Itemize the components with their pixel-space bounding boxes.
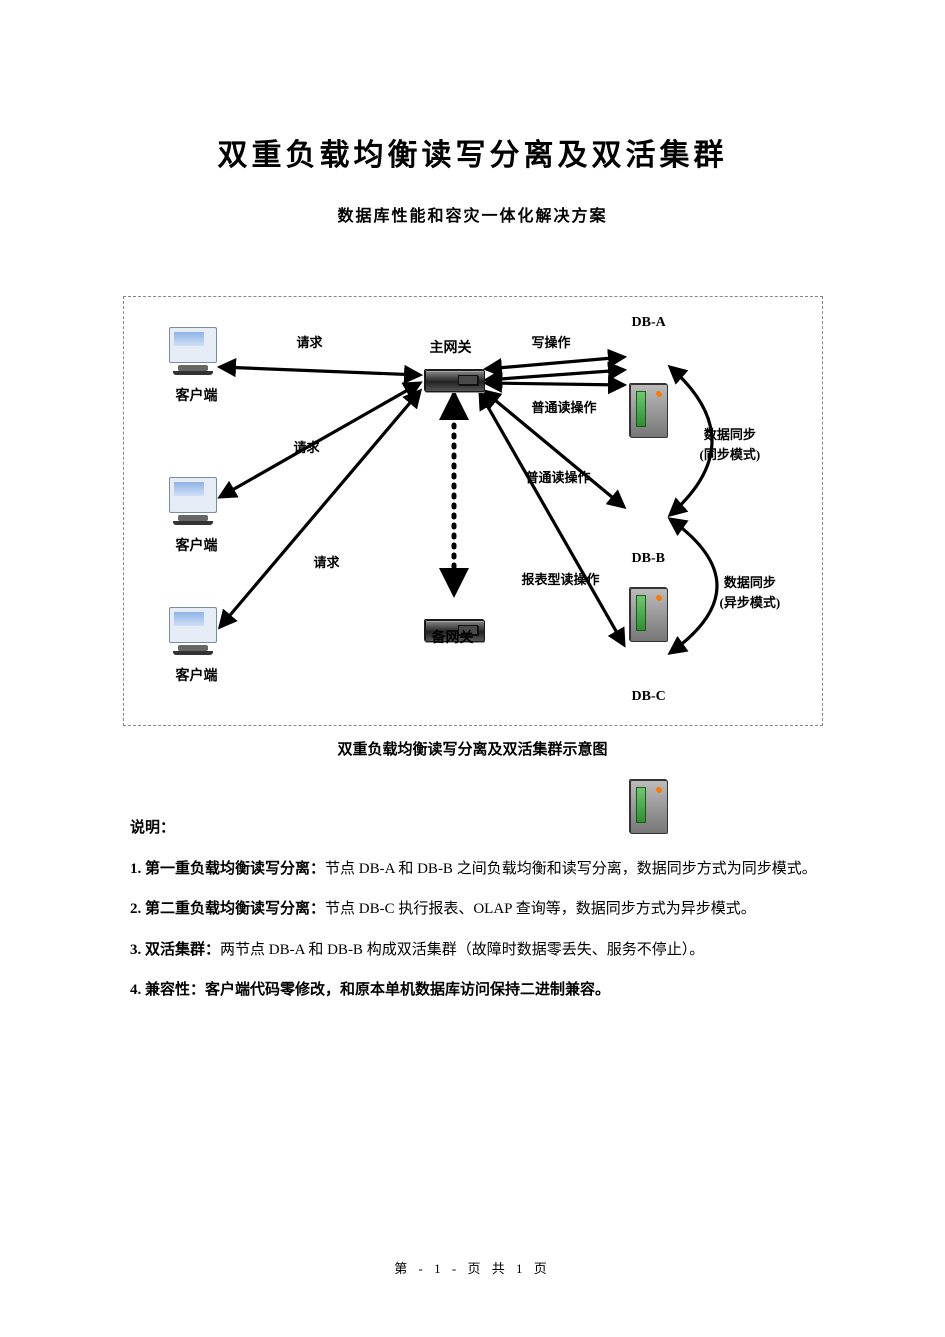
node-label-gw_back: 备网关 [432,627,474,647]
edge-gw_main-db_c [480,393,624,645]
edge-gw_main-db_b [484,391,624,507]
node-client1 [169,327,217,375]
edge-client2-gw_main [220,383,420,497]
explain-paragraph: 3. 双活集群：两节点 DB-A 和 DB-B 构成双活集群（故障时数据零丢失、… [100,936,845,965]
explanation-section: 说明： 1. 第一重负载均衡读写分离：节点 DB-A 和 DB-B 之间负载均衡… [100,814,845,1005]
node-db_a [629,383,667,437]
page-subtitle: 数据库性能和容灾一体化解决方案 [100,202,845,226]
explain-paragraph: 1. 第一重负载均衡读写分离：节点 DB-A 和 DB-B 之间负载均衡和读写分… [100,855,845,884]
architecture-diagram: 请求请求请求写操作普通读操作普通读操作报表型读操作客户端客户端客户端主网关备网关… [123,296,823,726]
edge-gw_main-db_a [486,383,624,385]
diagram-caption: 双重负载均衡读写分离及双活集群示意图 [100,738,845,759]
node-label-client1: 客户端 [176,385,218,405]
node-label-db_b: DB-B [632,551,665,567]
sync-label: 数据同步(同步模式) [700,425,761,464]
edge-db_b-db_c [670,519,717,653]
diagram-arrows [124,297,824,727]
node-label-client2: 客户端 [176,535,218,555]
page-title: 双重负载均衡读写分离及双活集群 [100,130,845,174]
explain-header: 说明： [100,814,845,843]
node-label-client3: 客户端 [176,665,218,685]
edge-client1-gw_main [220,367,420,375]
sync-label: 数据同步(异步模式) [720,573,781,612]
edge-gw_main-db_a [486,357,624,369]
explain-paragraph: 4. 兼容性：客户端代码零修改，和原本单机数据库访问保持二进制兼容。 [100,976,845,1005]
explain-paragraph: 2. 第二重负载均衡读写分离：节点 DB-C 执行报表、OLAP 查询等，数据同… [100,895,845,924]
node-label-db_a: DB-A [632,315,666,331]
node-client3 [169,607,217,655]
node-db_b [629,587,667,641]
node-gw_main [424,369,484,391]
node-client2 [169,477,217,525]
node-label-gw_main: 主网关 [430,337,472,357]
page-footer: 第 - 1 - 页 共 1 页 [0,1258,945,1277]
node-label-db_c: DB-C [632,689,666,705]
edge-client3-gw_main [220,391,420,627]
node-db_c [629,779,667,833]
